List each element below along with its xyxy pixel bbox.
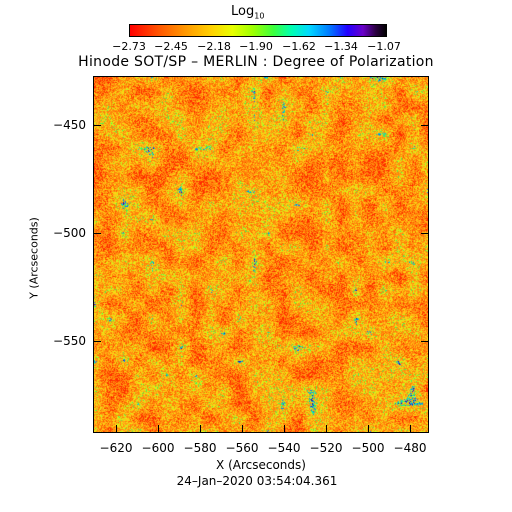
x-tick-label: −620 [99, 441, 133, 455]
colorbar-tick-label: −2.18 [197, 40, 231, 53]
colorbar-tick-label: −1.90 [239, 40, 273, 53]
y-tick-mark [93, 233, 101, 234]
x-tick-mark [116, 425, 117, 433]
colorbar-label-subscript: 10 [254, 11, 265, 21]
x-tick-mark [242, 425, 243, 433]
x-tick-label: −520 [309, 441, 343, 455]
colorbar-tick-label: −1.07 [367, 40, 401, 53]
x-tick-mark [368, 425, 369, 433]
x-axis-label: X (Arcseconds) [216, 458, 306, 472]
plot-title: Hinode SOT/SP – MERLIN : Degree of Polar… [78, 54, 434, 70]
y-axis-label: Y (Arcseconds) [27, 217, 41, 299]
colorbar-tick-label: −2.73 [112, 40, 146, 53]
x-tick-label: −600 [141, 441, 175, 455]
x-tick-mark [284, 425, 285, 433]
colorbar-tick-label: −2.45 [154, 40, 188, 53]
x-tick-label: −580 [183, 441, 217, 455]
colorbar [129, 24, 387, 37]
colorbar-tick-label: −1.62 [282, 40, 316, 53]
y-tick-mark-right [421, 233, 429, 234]
y-tick-label: −550 [53, 334, 86, 348]
colorbar-tick-label: −1.34 [324, 40, 358, 53]
x-tick-label: −480 [393, 441, 427, 455]
polarization-map [93, 76, 429, 433]
y-tick-mark-right [421, 125, 429, 126]
colorbar-label-main: Log [231, 4, 255, 19]
x-tick-mark [410, 425, 411, 433]
x-tick-mark [326, 425, 327, 433]
colorbar-label: Log10 [231, 4, 264, 21]
x-tick-mark [200, 425, 201, 433]
y-tick-label: −450 [53, 118, 86, 132]
y-tick-mark [93, 125, 101, 126]
observation-timestamp: 24–Jan–2020 03:54:04.361 [176, 474, 338, 488]
y-tick-mark-right [421, 341, 429, 342]
x-tick-label: −560 [225, 441, 259, 455]
x-tick-label: −500 [351, 441, 385, 455]
y-tick-mark [93, 341, 101, 342]
y-tick-label: −500 [53, 226, 86, 240]
x-tick-mark [158, 425, 159, 433]
polarization-map-image [94, 77, 428, 432]
x-tick-label: −540 [267, 441, 301, 455]
